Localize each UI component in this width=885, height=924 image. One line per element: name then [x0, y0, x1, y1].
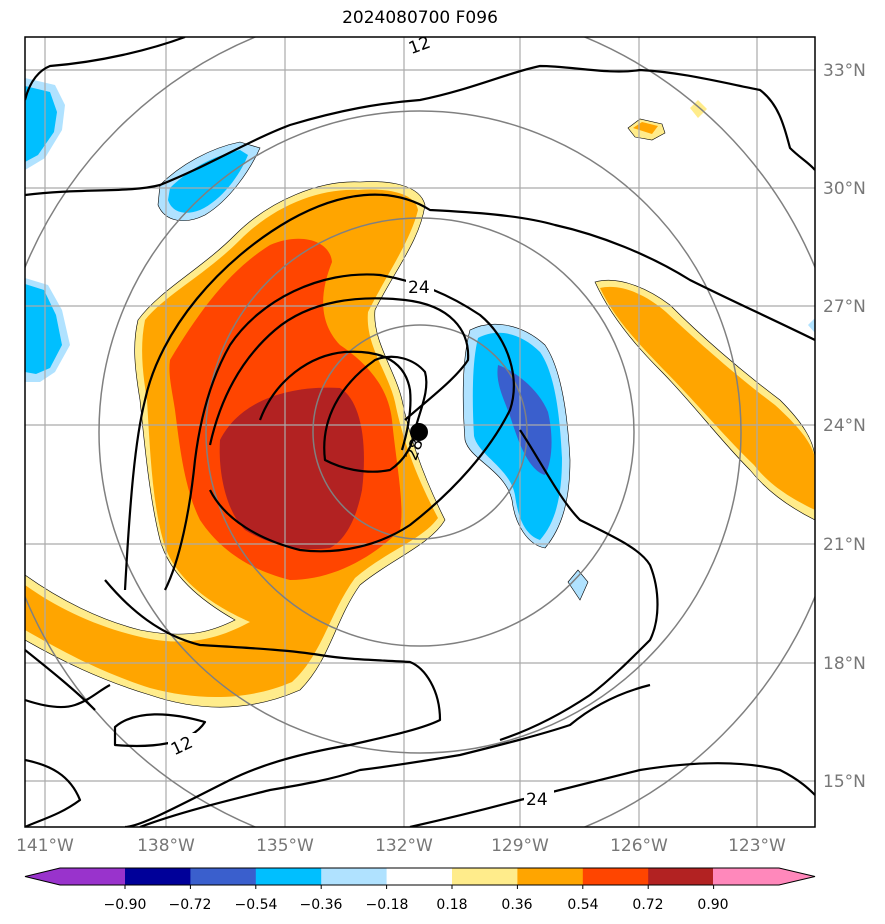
colorbar-swatch [190, 868, 257, 885]
colorbar-swatch [648, 868, 715, 885]
storm-center-marker [410, 423, 428, 441]
colorbar-tick: −0.36 [300, 897, 343, 913]
map-title: 2024080700 F096 [342, 8, 498, 28]
lat-tick: 33°N [823, 61, 866, 81]
lon-tick: 135°W [256, 836, 314, 856]
colorbar-tick: 0.54 [567, 897, 598, 913]
lat-tick: 30°N [823, 179, 866, 199]
lon-tick: 141°W [16, 836, 74, 856]
colorbar-outline [24, 867, 816, 886]
lat-tick: 21°N [823, 535, 866, 555]
colorbar-swatch [321, 868, 388, 885]
contour-label-south: 24 [526, 790, 548, 810]
colorbar-swatch [517, 868, 584, 885]
colorbar-swatch [452, 868, 518, 885]
contour-lines [25, 37, 815, 827]
colorbar-tick: 0.36 [501, 897, 532, 913]
range-rings [25, 37, 815, 827]
longitude-labels: 141°W 138°W 135°W 132°W 129°W 126°W 123°… [16, 836, 786, 856]
lon-tick: 129°W [491, 836, 549, 856]
lat-tick: 18°N [823, 654, 866, 674]
colorbar-swatch [582, 868, 649, 885]
colorbar-swatch [386, 868, 453, 885]
lon-tick: 126°W [610, 836, 668, 856]
colorbar-extend-min [25, 868, 60, 885]
lat-tick: 15°N [823, 772, 866, 792]
colorbar-tick: −0.90 [104, 897, 147, 913]
colorbar-tick: 0.18 [436, 897, 467, 913]
colorbar-tick: 0.90 [697, 897, 728, 913]
positive-anomaly-shading [25, 100, 815, 708]
colorbar-swatch [125, 868, 191, 885]
lat-tick: 24°N [823, 416, 866, 436]
lon-tick: 132°W [375, 836, 433, 856]
map-area: 12 24 28 12 24 [25, 33, 815, 827]
colorbar-tick: −0.72 [169, 897, 212, 913]
colorbar-swatch [713, 868, 779, 885]
colorbar-swatch [60, 868, 125, 885]
colorbar-tick: −0.18 [366, 897, 409, 913]
map-frame [24, 36, 816, 828]
lon-tick: 138°W [137, 836, 195, 856]
contour-label-top: 12 [406, 33, 433, 59]
contour-label-center-north: 24 [408, 278, 430, 298]
colorbar-extend-max [779, 868, 815, 885]
lon-tick: 123°W [728, 836, 786, 856]
colorbar: −0.90 −0.72 −0.54 −0.36 −0.18 0.18 0.36 … [24, 867, 816, 913]
latitude-labels: 15°N 18°N 21°N 24°N 27°N 30°N 33°N [823, 61, 866, 792]
lat-tick: 27°N [823, 297, 866, 317]
colorbar-tick: 0.72 [632, 897, 663, 913]
colorbar-swatch [255, 868, 322, 885]
colorbar-tick: −0.54 [235, 897, 278, 913]
